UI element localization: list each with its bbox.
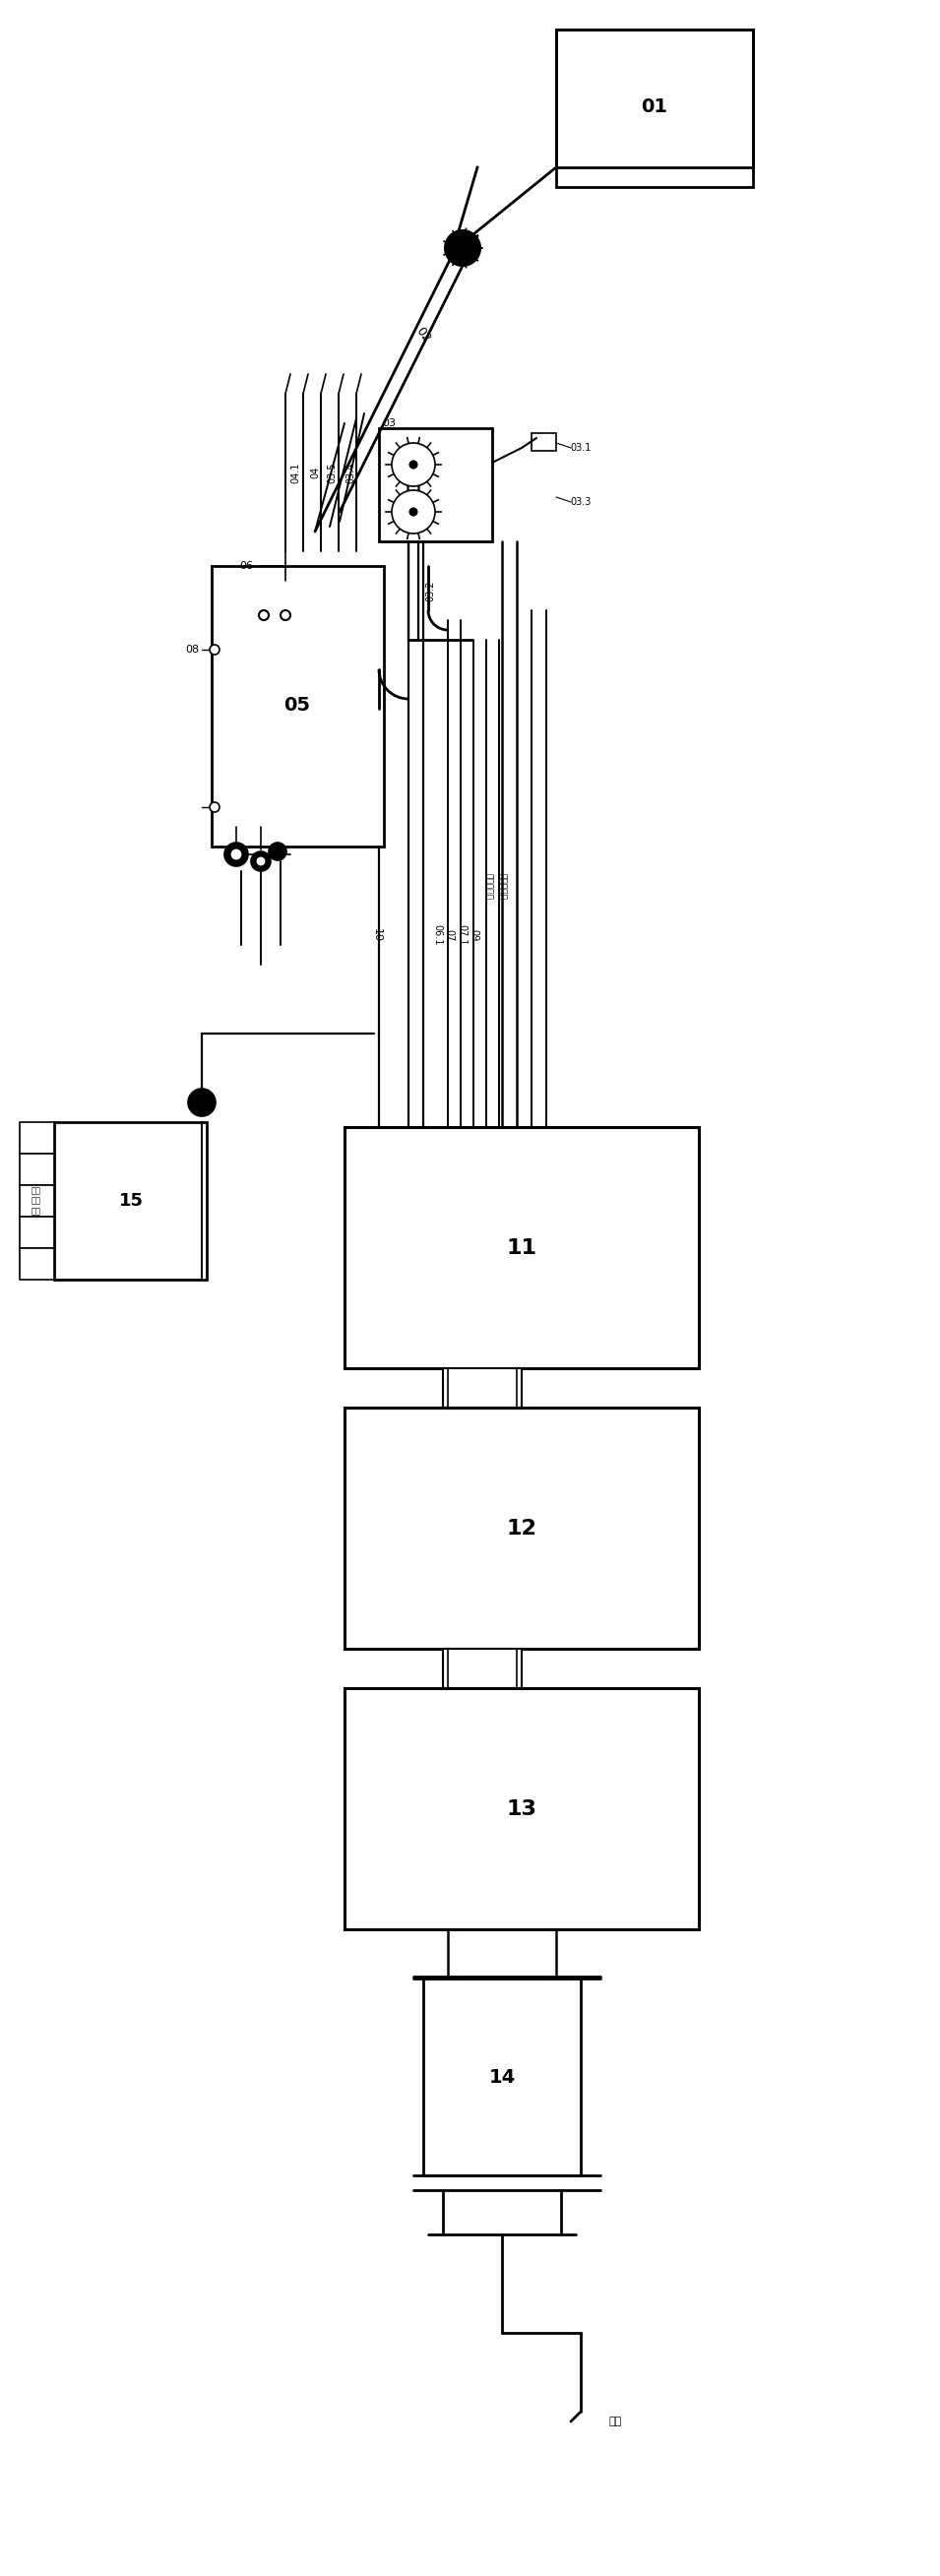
Bar (344, 1687, 698, 1929)
Text: 燃气传输管: 燃气传输管 (484, 873, 493, 899)
Text: 09: 09 (468, 930, 478, 940)
Bar (379, 428, 493, 541)
Bar (20, 1216, 55, 1249)
Circle shape (251, 853, 271, 871)
Bar (20, 1249, 55, 1280)
Text: 15: 15 (118, 1193, 143, 1211)
Text: 10: 10 (372, 927, 382, 943)
Text: 14: 14 (489, 2069, 515, 2087)
Bar (20, 1185, 55, 1216)
Text: 03.5: 03.5 (327, 461, 337, 484)
Circle shape (210, 644, 220, 654)
Circle shape (392, 443, 435, 487)
Text: 08: 08 (185, 644, 199, 654)
Bar (344, 1128, 698, 1368)
Circle shape (210, 801, 220, 811)
Bar (55, 1123, 207, 1280)
Text: 03: 03 (382, 417, 396, 428)
Bar (20, 1154, 55, 1185)
Circle shape (269, 842, 287, 860)
Text: 05: 05 (284, 696, 310, 716)
Text: 07: 07 (444, 930, 454, 940)
Text: 06.1: 06.1 (432, 925, 442, 945)
Text: 11: 11 (507, 1239, 537, 1257)
Text: 烟气传输管: 烟气传输管 (497, 873, 507, 899)
Text: 06: 06 (239, 562, 253, 572)
Bar (443, 1368, 522, 1406)
Text: 12: 12 (507, 1520, 537, 1538)
Text: 04: 04 (310, 466, 320, 479)
Text: 03.1: 03.1 (571, 443, 591, 453)
Text: 01: 01 (641, 98, 667, 116)
Circle shape (410, 507, 417, 515)
Circle shape (258, 611, 269, 621)
Text: 03.3: 03.3 (571, 497, 591, 507)
Circle shape (230, 848, 243, 860)
Bar (423, 1978, 581, 2174)
Text: 固体
结晶
装置: 固体 结晶 装置 (32, 1185, 41, 1216)
Text: 03.4: 03.4 (346, 461, 355, 484)
Circle shape (256, 855, 266, 866)
Circle shape (445, 229, 480, 265)
Circle shape (188, 1090, 215, 1115)
Bar (556, 28, 753, 188)
Bar (212, 567, 384, 848)
Text: 03.2: 03.2 (425, 580, 435, 600)
Circle shape (280, 611, 290, 621)
Circle shape (410, 461, 417, 469)
Text: 07.1: 07.1 (457, 925, 466, 945)
Circle shape (225, 842, 248, 866)
Bar (344, 1406, 698, 1649)
Text: 02: 02 (414, 325, 433, 345)
Text: 04.1: 04.1 (290, 461, 300, 484)
Bar (531, 433, 556, 451)
Text: 烟气: 烟气 (609, 2416, 621, 2427)
Bar (20, 1123, 55, 1154)
Text: 13: 13 (507, 1801, 537, 1819)
Circle shape (392, 489, 435, 533)
Bar (443, 1649, 522, 1687)
